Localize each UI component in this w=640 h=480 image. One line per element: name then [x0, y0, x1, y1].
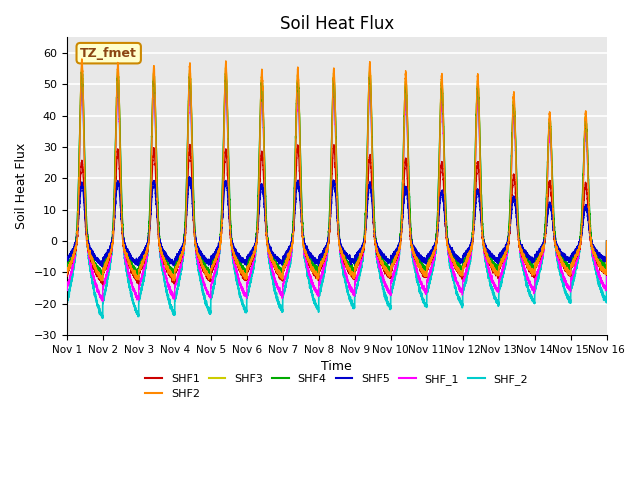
SHF5 [488, 252, 496, 258]
SHF1 [601, 270, 609, 276]
SHF4 [412, 252, 419, 258]
Text: TZ_fmet: TZ_fmet [80, 47, 137, 60]
SHF5 [173, 255, 180, 261]
SHF3 [412, 253, 419, 259]
Line: SHF2: SHF2 [67, 59, 607, 281]
SHF_1 [78, 84, 86, 89]
SHF3 [78, 60, 86, 65]
Line: SHF5: SHF5 [67, 177, 607, 268]
SHF5 [603, 238, 611, 244]
SHF4 [265, 245, 273, 251]
SHF5 [265, 242, 273, 248]
Y-axis label: Soil Heat Flux: Soil Heat Flux [15, 143, 28, 229]
SHF_2 [78, 81, 86, 87]
SHF2 [98, 278, 106, 284]
SHF4 [601, 263, 609, 268]
SHF1 [99, 282, 106, 288]
SHF_1 [488, 273, 496, 278]
SHF1 [179, 249, 186, 255]
SHF_2 [265, 257, 273, 263]
SHF3 [488, 261, 496, 267]
SHF_1 [265, 254, 273, 260]
SHF_1 [412, 262, 419, 267]
Line: SHF1: SHF1 [67, 144, 607, 285]
SHF3 [99, 276, 106, 281]
SHF1 [173, 265, 180, 271]
Line: SHF_2: SHF_2 [67, 84, 607, 318]
SHF2 [265, 249, 273, 254]
SHF_2 [99, 315, 106, 321]
Line: SHF_1: SHF_1 [67, 86, 607, 301]
SHF_2 [63, 298, 70, 303]
SHF1 [412, 254, 419, 260]
SHF3 [265, 248, 273, 253]
SHF3 [601, 264, 609, 269]
SHF_1 [63, 286, 70, 292]
SHF_1 [99, 299, 106, 304]
SHF3 [173, 262, 180, 267]
SHF4 [179, 248, 186, 254]
SHF_2 [173, 288, 180, 293]
Line: SHF3: SHF3 [67, 62, 607, 278]
SHF5 [186, 174, 193, 180]
SHF3 [63, 264, 70, 270]
SHF_1 [601, 283, 609, 289]
SHF4 [603, 238, 611, 244]
SHF2 [179, 250, 186, 255]
SHF_2 [488, 284, 496, 289]
SHF4 [63, 264, 70, 270]
SHF_2 [179, 256, 186, 262]
SHF_1 [603, 238, 611, 244]
SHF5 [601, 256, 609, 262]
Title: Soil Heat Flux: Soil Heat Flux [280, 15, 394, 33]
SHF4 [78, 65, 86, 71]
SHF5 [179, 243, 186, 249]
SHF1 [63, 269, 70, 275]
SHF2 [601, 270, 609, 276]
SHF3 [603, 238, 611, 244]
SHF5 [63, 256, 70, 262]
SHF_2 [412, 267, 419, 273]
SHF_1 [173, 279, 180, 285]
SHF2 [173, 265, 180, 271]
Line: SHF4: SHF4 [67, 68, 607, 275]
SHF2 [603, 238, 611, 244]
SHF1 [265, 250, 273, 255]
SHF2 [63, 269, 70, 275]
SHF_2 [601, 296, 609, 301]
SHF2 [488, 261, 496, 267]
SHF_1 [179, 254, 186, 260]
SHF5 [207, 265, 214, 271]
SHF4 [488, 258, 496, 264]
SHF5 [412, 247, 419, 253]
SHF1 [186, 142, 194, 147]
SHF1 [488, 266, 496, 272]
SHF4 [173, 262, 180, 267]
X-axis label: Time: Time [321, 360, 352, 373]
SHF2 [78, 56, 86, 62]
SHF4 [134, 272, 142, 278]
SHF2 [412, 255, 419, 261]
Legend: SHF1, SHF2, SHF3, SHF4, SHF5, SHF_1, SHF_2: SHF1, SHF2, SHF3, SHF4, SHF5, SHF_1, SHF… [141, 370, 532, 404]
SHF_2 [603, 238, 611, 244]
SHF1 [603, 238, 611, 244]
SHF3 [179, 247, 186, 252]
